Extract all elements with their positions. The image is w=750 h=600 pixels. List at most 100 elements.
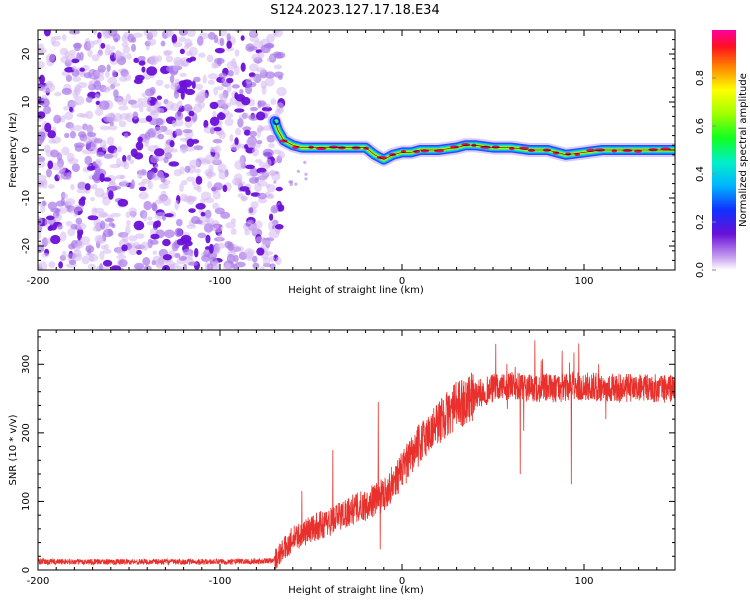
noise-blob xyxy=(38,174,47,183)
noise-blob xyxy=(84,155,93,165)
noise-blob xyxy=(76,112,85,118)
noise-blob xyxy=(130,103,141,109)
noise-blob xyxy=(102,30,111,39)
noise-blob xyxy=(172,64,179,72)
noise-blob xyxy=(118,105,129,111)
ridge-start-core xyxy=(274,119,279,124)
noise-blob xyxy=(245,164,255,170)
noise-blob xyxy=(55,207,60,217)
x-tick-label: -100 xyxy=(209,276,232,287)
snr-y-ticks: 0 100 200 300 xyxy=(21,336,675,573)
noise-blob xyxy=(222,184,228,193)
noise-blob xyxy=(98,100,110,111)
x-tick-label: 100 xyxy=(574,276,593,287)
noise-blob xyxy=(242,112,250,119)
noise-blob xyxy=(173,56,183,66)
noise-blob xyxy=(87,49,93,58)
noise-blob xyxy=(234,137,239,146)
noise-blob xyxy=(152,126,163,134)
noise-blob xyxy=(101,266,113,270)
noise-blob xyxy=(141,100,151,108)
noise-blob xyxy=(241,96,251,106)
noise-blob xyxy=(144,88,155,97)
noise-blob xyxy=(216,112,226,121)
noise-blob xyxy=(117,145,122,153)
noise-blob xyxy=(133,78,143,85)
noise-blob xyxy=(212,260,220,269)
noise-blob xyxy=(268,213,274,221)
noise-blob xyxy=(137,55,146,62)
noise-blob xyxy=(213,34,219,44)
noise-blob xyxy=(257,100,267,107)
noise-blob xyxy=(174,227,183,237)
noise-blob xyxy=(218,30,227,37)
noise-blob xyxy=(184,116,192,122)
noise-blob xyxy=(266,33,275,43)
noise-blob xyxy=(213,127,222,132)
noise-blob xyxy=(197,232,207,239)
noise-blob xyxy=(171,148,178,153)
noise-blob xyxy=(174,111,184,121)
noise-blob xyxy=(96,51,103,57)
noise-blob xyxy=(124,225,131,235)
noise-blob xyxy=(68,49,77,56)
noise-dot xyxy=(304,177,308,181)
noise-blob xyxy=(113,148,118,159)
noise-blob xyxy=(89,255,95,263)
noise-blob xyxy=(257,192,267,200)
noise-blob xyxy=(127,33,135,43)
noise-blob xyxy=(84,183,91,191)
noise-blob xyxy=(257,197,268,204)
colorbar-ticks: 0.0 0.2 0.4 0.6 0.8 xyxy=(695,70,716,278)
noise-blob xyxy=(189,56,197,62)
noise-blob xyxy=(164,83,170,89)
noise-blob xyxy=(71,163,80,172)
noise-blob xyxy=(90,196,96,202)
noise-blob xyxy=(138,169,143,180)
noise-blob xyxy=(107,228,113,237)
noise-blob xyxy=(273,64,283,70)
noise-blob xyxy=(183,104,193,112)
noise-blob xyxy=(127,154,132,161)
noise-blob xyxy=(102,259,113,267)
noise-blob xyxy=(102,248,112,254)
noise-blob xyxy=(249,224,258,234)
noise-blob xyxy=(252,255,258,263)
noise-blob xyxy=(137,136,143,143)
noise-blob xyxy=(234,49,240,57)
noise-blob xyxy=(275,186,283,192)
noise-blob xyxy=(100,42,106,49)
noise-blob xyxy=(234,127,242,136)
noise-blob xyxy=(85,96,93,103)
spectrogram-y-label: Frequency (Hz) xyxy=(8,112,19,188)
noise-blob xyxy=(121,232,129,243)
noise-blob xyxy=(184,88,196,96)
noise-blob xyxy=(65,221,73,227)
noise-blob xyxy=(41,252,50,258)
noise-blob xyxy=(188,250,194,260)
noise-blob xyxy=(226,77,234,84)
snr-series xyxy=(38,340,675,570)
noise-blob xyxy=(142,257,151,266)
noise-blob xyxy=(150,155,159,164)
noise-blob xyxy=(207,73,218,80)
noise-blob xyxy=(171,34,178,44)
noise-blob xyxy=(104,70,110,78)
noise-blob xyxy=(164,229,175,239)
noise-blob xyxy=(165,55,174,63)
noise-blob xyxy=(155,220,162,228)
noise-blob xyxy=(67,157,79,165)
noise-blob xyxy=(193,184,200,191)
noise-blob xyxy=(86,40,95,49)
noise-blob xyxy=(47,225,53,232)
noise-blob xyxy=(181,179,188,186)
noise-blob xyxy=(153,148,165,157)
noise-blob xyxy=(184,38,193,49)
colorbar-tick-label: 0.2 xyxy=(695,214,706,230)
noise-blob xyxy=(180,234,192,243)
noise-blob xyxy=(156,95,163,101)
noise-blob xyxy=(249,30,257,37)
noise-blob xyxy=(76,222,87,231)
noise-blob xyxy=(82,149,92,155)
noise-blob xyxy=(138,191,149,200)
